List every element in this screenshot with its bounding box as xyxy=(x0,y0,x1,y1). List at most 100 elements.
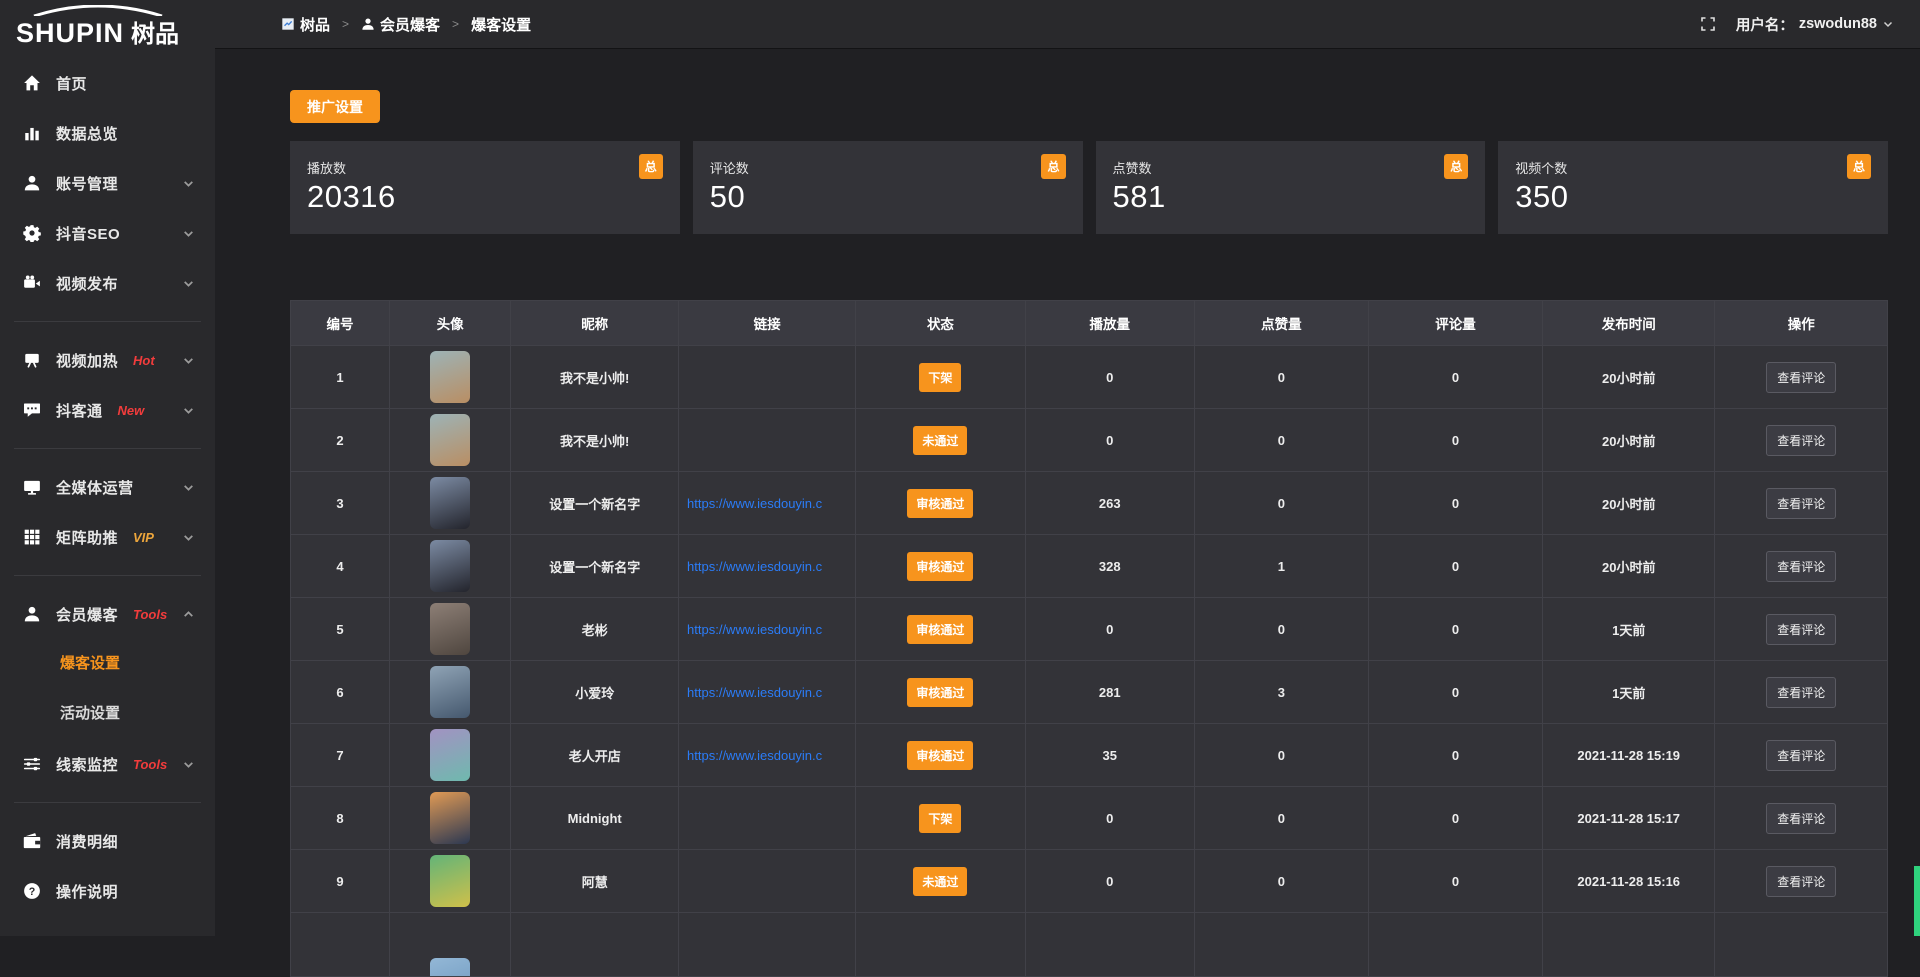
sidebar-subitem[interactable]: 爆客设置 xyxy=(0,639,215,689)
cell-published: 20小时前 xyxy=(1542,409,1714,472)
cell-nickname: 设置一个新名字 xyxy=(511,472,679,535)
video-link[interactable]: https://www.iesdouyin.c xyxy=(687,559,822,574)
status-badge[interactable]: 审核通过 xyxy=(907,741,973,770)
table-header-cell: 昵称 xyxy=(511,301,679,346)
cell-id: 6 xyxy=(291,661,390,724)
view-comments-button[interactable]: 查看评论 xyxy=(1766,614,1836,645)
status-badge[interactable]: 审核通过 xyxy=(907,489,973,518)
breadcrumb-item[interactable]: 会员爆客 xyxy=(361,14,440,35)
video-camera-icon xyxy=(23,274,43,292)
bar-chart-icon xyxy=(23,124,43,142)
sidebar-item[interactable]: 数据总览 xyxy=(0,108,215,158)
view-comments-button[interactable]: 查看评论 xyxy=(1766,740,1836,771)
sidebar-item-label: 首页 xyxy=(56,73,87,94)
cell-published: 2021-11-28 15:16 xyxy=(1542,850,1714,913)
cell-published: 20小时前 xyxy=(1542,535,1714,598)
gear-icon xyxy=(23,224,43,242)
breadcrumb: 树品>会员爆客>爆客设置 xyxy=(281,14,531,35)
sidebar-item[interactable]: 抖音SEO xyxy=(0,208,215,258)
view-comments-button[interactable]: 查看评论 xyxy=(1766,551,1836,582)
status-badge[interactable]: 审核通过 xyxy=(907,615,973,644)
sidebar-item-label: 会员爆客 xyxy=(56,604,118,625)
status-badge[interactable]: 下架 xyxy=(919,804,961,833)
breadcrumb-item[interactable]: 树品 xyxy=(281,14,330,35)
sidebar-item[interactable]: ?操作说明 xyxy=(0,866,215,916)
status-badge[interactable]: 审核通过 xyxy=(907,678,973,707)
avatar xyxy=(430,666,470,718)
status-badge[interactable]: 下架 xyxy=(919,363,961,392)
cell-plays: 263 xyxy=(1025,472,1194,535)
sidebar-item[interactable]: 全媒体运营 xyxy=(0,462,215,512)
cell-comments: 0 xyxy=(1368,346,1542,409)
sidebar-item-label: 矩阵助推 xyxy=(56,527,118,548)
status-badge[interactable]: 未通过 xyxy=(913,426,967,455)
grid-icon xyxy=(23,528,43,546)
view-comments-button[interactable]: 查看评论 xyxy=(1766,362,1836,393)
sliders-icon xyxy=(23,755,43,773)
cell-published: 2021-11-28 15:17 xyxy=(1542,787,1714,850)
user-menu[interactable]: 用户名：zswodun88 xyxy=(1736,14,1894,35)
sidebar-item[interactable]: 账号管理 xyxy=(0,158,215,208)
chevron-down-icon xyxy=(182,531,195,544)
home-icon xyxy=(23,74,43,92)
cell-id: 9 xyxy=(291,850,390,913)
status-badge[interactable]: 未通过 xyxy=(913,867,967,896)
chevron-down-icon xyxy=(1882,18,1894,30)
cell-id: 2 xyxy=(291,409,390,472)
status-badge[interactable]: 审核通过 xyxy=(907,552,973,581)
view-comments-button[interactable]: 查看评论 xyxy=(1766,677,1836,708)
sidebar-item[interactable]: 首页 xyxy=(0,58,215,108)
stat-card-total-badge: 总 xyxy=(1847,154,1871,179)
video-link[interactable]: https://www.iesdouyin.c xyxy=(687,685,822,700)
sidebar-item[interactable]: 视频发布 xyxy=(0,258,215,308)
user-icon xyxy=(361,17,375,31)
display-icon xyxy=(23,351,43,369)
avatar xyxy=(430,540,470,592)
sidebar-item-label: 消费明细 xyxy=(56,831,118,852)
stat-card-value: 350 xyxy=(1515,179,1871,215)
avatar xyxy=(430,477,470,529)
sidebar-subitem[interactable]: 活动设置 xyxy=(0,689,215,739)
stat-card-label: 播放数 xyxy=(307,154,346,177)
sidebar-item-tag: Tools xyxy=(133,607,167,622)
view-comments-button[interactable]: 查看评论 xyxy=(1766,488,1836,519)
view-comments-button[interactable]: 查看评论 xyxy=(1766,866,1836,897)
logo-text-cn: 树品 xyxy=(131,14,179,49)
topbar: 树品>会员爆客>爆客设置 用户名：zswodun88 xyxy=(215,0,1920,48)
sidebar-divider xyxy=(14,802,201,803)
video-link[interactable]: https://www.iesdouyin.c xyxy=(687,496,822,511)
sidebar-item-label: 线索监控 xyxy=(56,754,118,775)
fullscreen-icon[interactable] xyxy=(1700,16,1716,32)
video-link[interactable]: https://www.iesdouyin.c xyxy=(687,748,822,763)
cell-likes: 0 xyxy=(1194,724,1368,787)
cell-plays: 281 xyxy=(1025,661,1194,724)
sidebar-item-tag: Hot xyxy=(133,353,155,368)
view-comments-button[interactable]: 查看评论 xyxy=(1766,803,1836,834)
cell-plays: 35 xyxy=(1025,724,1194,787)
cell-published: 1天前 xyxy=(1542,661,1714,724)
promo-settings-button[interactable]: 推广设置 xyxy=(290,90,380,123)
breadcrumb-item[interactable]: 爆客设置 xyxy=(471,14,531,35)
sidebar-item[interactable]: 会员爆客 Tools xyxy=(0,589,215,639)
cell-nickname: 小爱玲 xyxy=(511,661,679,724)
sidebar-item[interactable]: 消费明细 xyxy=(0,816,215,866)
avatar xyxy=(430,414,470,466)
cell-nickname: 阿慧 xyxy=(511,850,679,913)
stat-card-total-badge: 总 xyxy=(1444,154,1468,179)
view-comments-button[interactable]: 查看评论 xyxy=(1766,425,1836,456)
chevron-down-icon xyxy=(182,481,195,494)
cell-likes: 1 xyxy=(1194,535,1368,598)
scrollbar-thumb[interactable] xyxy=(1914,866,1920,936)
video-link[interactable]: https://www.iesdouyin.c xyxy=(687,622,822,637)
